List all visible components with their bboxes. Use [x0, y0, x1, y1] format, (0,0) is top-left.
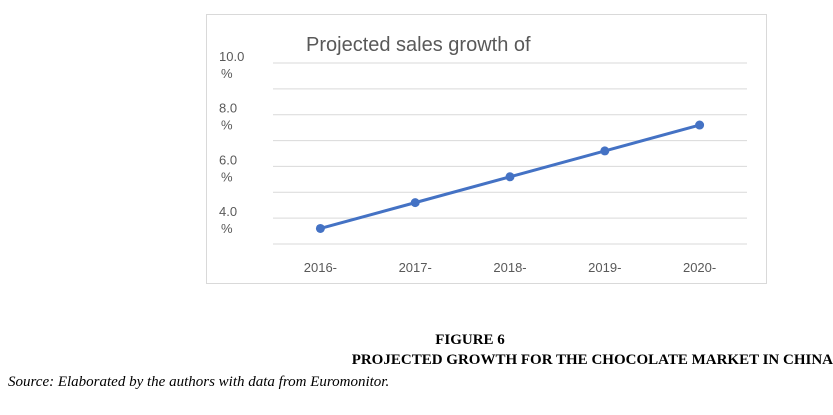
data-point — [315, 223, 325, 233]
x-axis-ticks: 2016- 2017- 2018- 2019- 2020- — [304, 260, 716, 275]
figure-source: Source: Elaborated by the authors with d… — [8, 374, 390, 390]
y-tick-label: 6.0% — [219, 152, 237, 184]
y-tick-unit: % — [221, 118, 233, 133]
gridlines — [273, 62, 747, 245]
y-tick-label: 10.0% — [219, 49, 244, 81]
y-tick-value: 4.0 — [219, 204, 237, 219]
y-tick-label: 8.0% — [219, 101, 237, 133]
y-tick-unit: % — [221, 221, 233, 236]
data-point — [695, 120, 705, 130]
y-tick-unit: % — [221, 169, 233, 184]
x-tick-label: 2016- — [304, 260, 337, 275]
chart-title: Projected sales growth of — [306, 34, 531, 56]
y-tick-value: 6.0 — [219, 152, 237, 167]
x-tick-label: 2017- — [399, 260, 432, 275]
x-tick-label: 2020- — [683, 260, 716, 275]
y-tick-value: 10.0 — [219, 49, 244, 64]
data-point — [505, 172, 515, 182]
x-tick-label: 2018- — [493, 260, 526, 275]
series-layer — [315, 120, 705, 233]
x-tick-label: 2019- — [588, 260, 621, 275]
y-tick-unit: % — [221, 66, 233, 81]
figure-title: PROJECTED GROWTH FOR THE CHOCOLATE MARKE… — [351, 352, 833, 368]
line-chart: Projected sales growth of 4.0%6.0%8.0%10… — [219, 34, 747, 275]
figure-number: FIGURE 6 — [435, 332, 505, 348]
data-point — [600, 146, 610, 156]
y-tick-value: 8.0 — [219, 101, 237, 116]
y-axis-ticks: 4.0%6.0%8.0%10.0% — [219, 49, 244, 236]
chart-frame: Projected sales growth of 4.0% 6.0% 8.0% 10… — [206, 14, 767, 284]
y-tick-label: 4.0% — [219, 204, 237, 236]
data-point — [410, 198, 420, 208]
